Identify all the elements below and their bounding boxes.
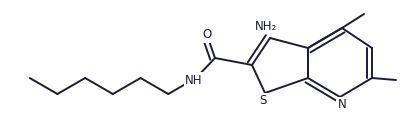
Text: S: S xyxy=(259,94,267,108)
Text: O: O xyxy=(202,29,212,42)
Text: NH₂: NH₂ xyxy=(255,20,277,32)
Text: NH: NH xyxy=(185,73,203,86)
Text: N: N xyxy=(337,99,346,111)
